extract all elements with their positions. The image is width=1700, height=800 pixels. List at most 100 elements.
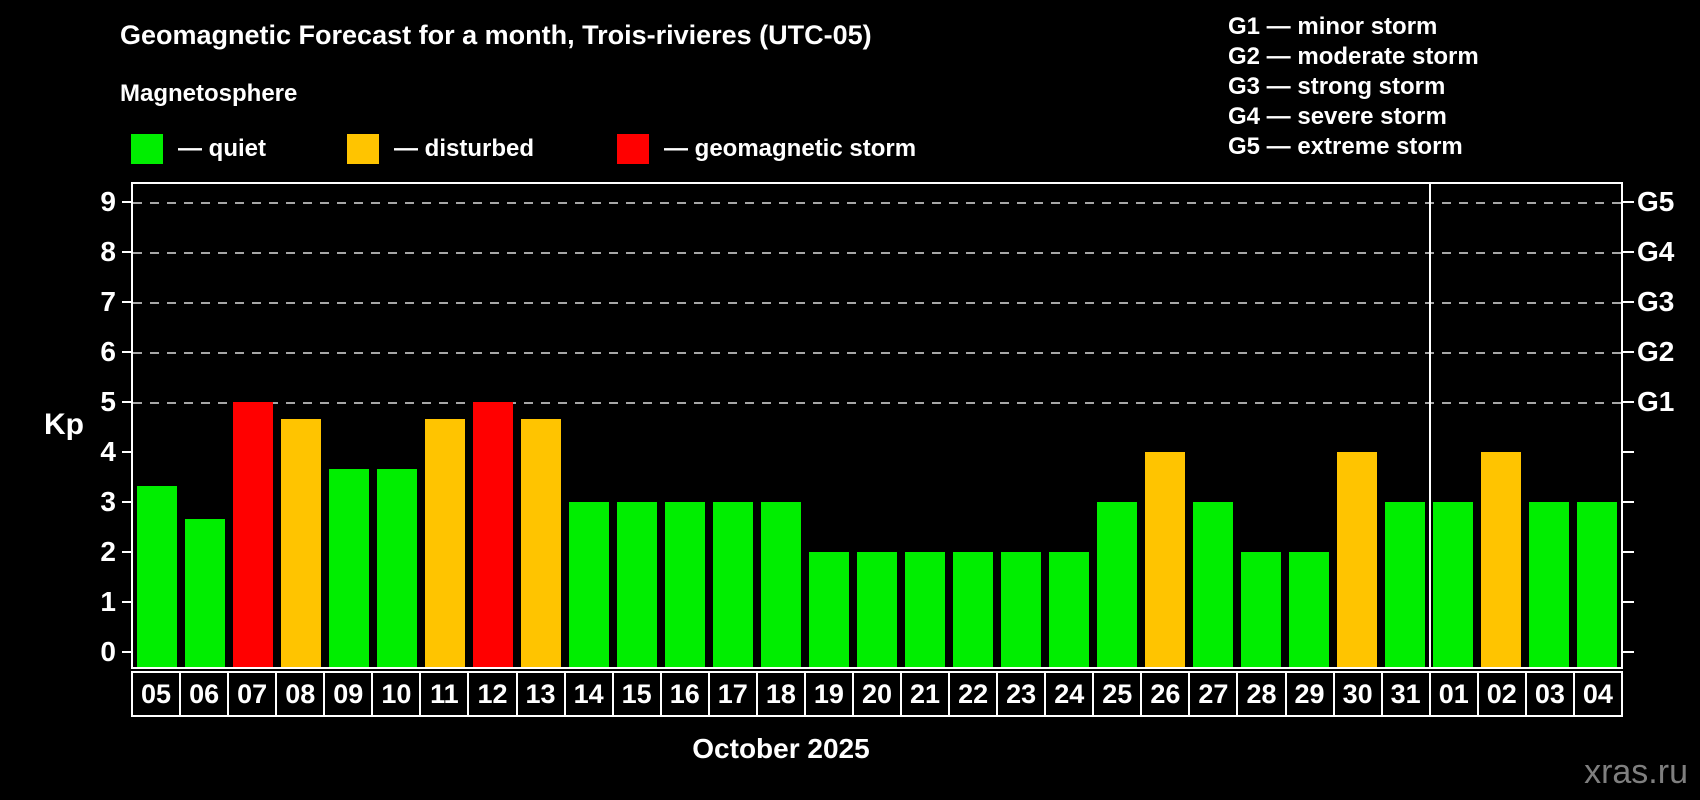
g-tick-label-g3: G3: [1637, 286, 1675, 317]
y-tick-label-7: 7: [100, 286, 116, 317]
y-tick-label-8: 8: [100, 236, 116, 267]
y-tick-label-5: 5: [100, 386, 116, 417]
day-label-10: 10: [371, 671, 422, 717]
day-label-08: 08: [275, 671, 326, 717]
kp-bar-18: [761, 502, 801, 667]
kp-bar-11: [425, 418, 465, 667]
day-label-14: 14: [563, 671, 614, 717]
left-tick-9: [122, 201, 131, 203]
y-tick-label-3: 3: [100, 486, 116, 517]
day-label-05: 05: [131, 671, 182, 717]
left-tick-2: [122, 551, 131, 553]
kp-bar-27: [1193, 502, 1233, 667]
kp-bar-15: [617, 502, 657, 667]
day-label-09: 09: [323, 671, 374, 717]
right-tick-9: [1623, 201, 1634, 203]
y-axis-label-kp: Kp: [44, 408, 84, 441]
right-tick-2: [1623, 551, 1634, 553]
watermark: xras.ru: [1584, 753, 1688, 791]
day-label-11: 11: [419, 671, 470, 717]
day-label-24: 24: [1044, 671, 1095, 717]
kp-bar-28: [1241, 552, 1281, 667]
legend-item-disturbed: — disturbed: [347, 133, 534, 165]
y-tick-label-0: 0: [100, 636, 116, 667]
kp-bar-09: [329, 468, 369, 667]
right-tick-5: [1623, 401, 1634, 403]
gridline-kp8: [133, 252, 1621, 254]
day-labels-row: 05 06 07 08 09 10 11 12 13 14 15 16 17 18 19 20 21 22 23 24…: [131, 671, 1623, 717]
right-tick-7: [1623, 301, 1634, 303]
kp-bar-08: [281, 418, 321, 667]
day-label-12: 12: [467, 671, 518, 717]
kp-bar-13: [521, 418, 561, 667]
kp-bar-12: [473, 402, 513, 667]
kp-bar-14: [569, 502, 609, 667]
day-label-23: 23: [996, 671, 1047, 717]
left-tick-0: [122, 651, 131, 653]
kp-bar-21: [905, 552, 945, 667]
y-tick-label-9: 9: [100, 186, 116, 217]
day-label-25: 25: [1092, 671, 1143, 717]
legend-item-quiet: — quiet: [131, 133, 266, 165]
right-tick-8: [1623, 251, 1634, 253]
kp-bar-07: [233, 402, 273, 667]
day-label-16: 16: [659, 671, 710, 717]
g-scale-legend: G1 — minor storm G2 — moderate storm G3 …: [1228, 12, 1479, 162]
magnetosphere-label: Magnetosphere: [120, 80, 298, 107]
kp-bar-01: [1433, 502, 1473, 667]
chart-title: Geomagnetic Forecast for a month, Trois-…: [120, 20, 872, 50]
kp-bar-31: [1385, 502, 1425, 667]
kp-bar-19: [809, 552, 849, 667]
g-legend-line-g5: G5 — extreme storm: [1228, 133, 1463, 160]
right-tick-1: [1623, 601, 1634, 603]
right-tick-6: [1623, 351, 1634, 353]
kp-bar-25: [1097, 502, 1137, 667]
day-label-13: 13: [515, 671, 566, 717]
y-tick-label-6: 6: [100, 336, 116, 367]
day-label-30: 30: [1332, 671, 1383, 717]
y-tick-label-2: 2: [100, 536, 116, 567]
day-label-18: 18: [755, 671, 806, 717]
legend-label-disturbed: — disturbed: [394, 135, 535, 162]
g-tick-label-g5: G5: [1637, 186, 1675, 217]
kp-bar-24: [1049, 552, 1089, 667]
left-tick-5: [122, 401, 131, 403]
kp-bar-10: [377, 468, 417, 667]
y-tick-label-4: 4: [100, 436, 116, 467]
day-label-21: 21: [900, 671, 951, 717]
month-boundary-line: [1429, 184, 1431, 667]
kp-bar-26: [1145, 452, 1185, 667]
plot-area: [131, 182, 1623, 669]
left-tick-1: [122, 601, 131, 603]
gridline-kp5: [133, 402, 1621, 404]
kp-bar-06: [185, 518, 225, 667]
right-tick-4: [1623, 451, 1634, 453]
storm-color-swatch: [617, 134, 649, 164]
right-tick-0: [1623, 651, 1634, 653]
kp-bar-29: [1289, 552, 1329, 667]
gridline-kp7: [133, 302, 1621, 304]
g-tick-label-g4: G4: [1637, 236, 1675, 267]
left-tick-6: [122, 351, 131, 353]
day-label-19: 19: [803, 671, 854, 717]
legend-item-storm: — geomagnetic storm: [617, 133, 916, 165]
gridline-kp9: [133, 202, 1621, 204]
left-tick-4: [122, 451, 131, 453]
kp-bar-17: [713, 502, 753, 667]
g-legend-line-g1: G1 — minor storm: [1228, 13, 1438, 40]
g-legend-line-g3: G3 — strong storm: [1228, 73, 1446, 100]
day-label-31: 31: [1380, 671, 1431, 717]
bars-container: [133, 184, 1621, 667]
left-tick-3: [122, 501, 131, 503]
day-label-07: 07: [227, 671, 278, 717]
legend-label-quiet: — quiet: [178, 135, 266, 162]
day-label-03: 03: [1524, 671, 1575, 717]
day-label-27: 27: [1188, 671, 1239, 717]
day-label-02: 02: [1476, 671, 1527, 717]
g-legend-line-g4: G4 — severe storm: [1228, 103, 1447, 130]
day-label-04: 04: [1572, 671, 1623, 717]
day-label-28: 28: [1236, 671, 1287, 717]
kp-bar-04: [1577, 502, 1617, 667]
kp-bar-30: [1337, 452, 1377, 667]
